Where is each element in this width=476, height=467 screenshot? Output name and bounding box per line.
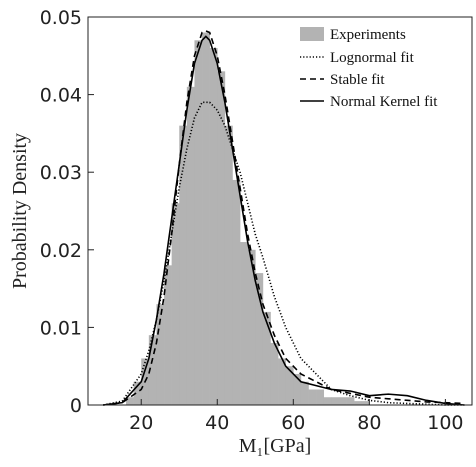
bar xyxy=(293,373,302,405)
legend-label: Normal Kernel fit xyxy=(330,94,438,110)
x-axis-label: M₁[GPa] xyxy=(239,435,312,457)
bar xyxy=(262,311,271,405)
x-tick-label: 100 xyxy=(427,412,463,434)
x-tick-label: 80 xyxy=(357,412,381,434)
bar xyxy=(224,125,233,405)
bar xyxy=(209,48,218,405)
bar xyxy=(285,366,294,405)
bar xyxy=(247,249,256,405)
bar xyxy=(133,381,142,405)
legend-label: Experiments xyxy=(330,27,406,43)
legend-swatch xyxy=(300,27,324,41)
bar xyxy=(186,86,195,405)
legend-label: Lognormal fit xyxy=(330,50,415,66)
bar xyxy=(179,125,188,405)
bar xyxy=(308,389,317,405)
bar xyxy=(217,71,226,405)
bar xyxy=(164,265,172,405)
fit-line xyxy=(103,35,465,406)
bar xyxy=(323,397,332,405)
bar xyxy=(202,32,210,406)
bar xyxy=(255,273,264,405)
x-tick-label: 60 xyxy=(281,412,305,434)
fit-line xyxy=(103,30,465,406)
bar xyxy=(346,397,355,405)
bar xyxy=(148,335,157,405)
bar xyxy=(194,40,203,405)
bar xyxy=(338,397,347,405)
x-tick-label: 40 xyxy=(205,412,229,434)
y-tick-label: 0.04 xyxy=(40,85,82,107)
bar xyxy=(232,179,241,405)
y-tick-label: 0.02 xyxy=(40,240,82,262)
bar xyxy=(156,304,165,405)
bar xyxy=(171,203,180,405)
bar xyxy=(361,401,370,405)
y-tick-label: 0.05 xyxy=(40,7,82,29)
y-tick-label: 0.01 xyxy=(40,317,82,339)
plot-frame xyxy=(87,16,473,406)
bar xyxy=(126,397,134,405)
bar xyxy=(278,358,287,405)
y-tick-label: 0 xyxy=(70,395,82,417)
bar xyxy=(240,242,248,405)
y-axis-label: Probability Density xyxy=(9,133,31,289)
y-tick-label: 0.03 xyxy=(40,162,82,184)
bar xyxy=(331,397,340,405)
bar xyxy=(316,389,325,405)
bar xyxy=(270,342,279,405)
x-tick-label: 20 xyxy=(129,412,153,434)
bar xyxy=(300,381,309,405)
bar xyxy=(354,401,363,405)
legend-label: Stable fit xyxy=(330,72,385,88)
